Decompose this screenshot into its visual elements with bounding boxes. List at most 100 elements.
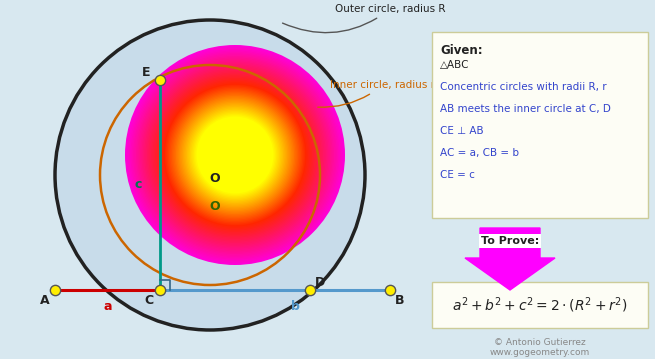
Text: CE = c: CE = c: [440, 170, 475, 180]
Text: B: B: [395, 294, 405, 307]
Circle shape: [138, 57, 333, 253]
FancyArrow shape: [465, 228, 555, 290]
Circle shape: [214, 134, 255, 176]
Text: E: E: [142, 66, 151, 79]
Text: C: C: [144, 294, 153, 307]
Circle shape: [172, 92, 298, 218]
Circle shape: [220, 140, 250, 170]
Circle shape: [234, 154, 236, 157]
Circle shape: [143, 63, 327, 247]
Circle shape: [188, 108, 282, 202]
Circle shape: [125, 45, 345, 265]
Circle shape: [141, 61, 329, 248]
Circle shape: [210, 130, 260, 180]
Circle shape: [196, 117, 274, 194]
Circle shape: [199, 119, 271, 191]
Text: Concentric circles with radii R, r: Concentric circles with radii R, r: [440, 82, 607, 92]
Circle shape: [150, 70, 320, 240]
Circle shape: [136, 56, 334, 254]
Circle shape: [145, 66, 324, 244]
Circle shape: [168, 88, 303, 222]
Circle shape: [217, 137, 253, 173]
Circle shape: [187, 107, 283, 203]
Circle shape: [193, 112, 278, 197]
Circle shape: [200, 121, 269, 190]
Circle shape: [126, 46, 344, 264]
Circle shape: [144, 64, 326, 246]
Circle shape: [151, 71, 319, 239]
Circle shape: [128, 48, 343, 262]
Circle shape: [229, 149, 240, 160]
Circle shape: [169, 89, 301, 221]
Text: AC = a, CB = b: AC = a, CB = b: [440, 148, 519, 158]
Text: O: O: [210, 200, 220, 214]
Bar: [432, 32, 648, 218]
Circle shape: [225, 145, 244, 165]
Circle shape: [130, 51, 339, 260]
Point: [155, 287, 165, 293]
Text: To Prove:: To Prove:: [481, 236, 539, 246]
Circle shape: [129, 49, 341, 261]
Circle shape: [153, 73, 318, 238]
Circle shape: [219, 139, 252, 172]
Circle shape: [184, 104, 286, 206]
Circle shape: [198, 118, 272, 192]
Circle shape: [233, 152, 238, 158]
Text: A: A: [40, 294, 50, 307]
Point: [305, 287, 315, 293]
Circle shape: [164, 84, 307, 227]
Text: $a^2+b^2+c^2=2\cdot\left(R^2+r^2\right)$: $a^2+b^2+c^2=2\cdot\left(R^2+r^2\right)$: [452, 295, 628, 315]
Circle shape: [55, 20, 365, 330]
Text: Outer circle, radius R: Outer circle, radius R: [282, 4, 445, 33]
Bar: [432, 282, 648, 328]
Circle shape: [223, 143, 248, 167]
Circle shape: [191, 111, 279, 199]
Circle shape: [183, 103, 288, 207]
Text: Inner circle, radius r: Inner circle, radius r: [318, 80, 435, 107]
Circle shape: [149, 68, 322, 242]
Circle shape: [221, 141, 249, 169]
Circle shape: [202, 122, 268, 188]
Circle shape: [206, 126, 264, 184]
Text: AB meets the inner circle at C, D: AB meets the inner circle at C, D: [440, 104, 611, 114]
Circle shape: [178, 97, 293, 213]
Circle shape: [170, 90, 299, 220]
Circle shape: [158, 78, 312, 232]
Circle shape: [165, 85, 305, 225]
Point: [155, 77, 165, 83]
Text: © Antonio Gutierrez
www.gogeometry.com: © Antonio Gutierrez www.gogeometry.com: [490, 338, 590, 358]
Circle shape: [173, 93, 297, 217]
Circle shape: [176, 96, 294, 214]
Circle shape: [195, 115, 275, 195]
Text: △ABC: △ABC: [440, 60, 470, 70]
Circle shape: [190, 109, 280, 200]
Text: c: c: [134, 178, 141, 191]
Circle shape: [140, 60, 330, 250]
Circle shape: [157, 76, 313, 233]
Circle shape: [160, 81, 309, 229]
Text: b: b: [291, 300, 299, 313]
Circle shape: [215, 136, 254, 174]
Circle shape: [159, 79, 310, 230]
Circle shape: [139, 59, 331, 251]
Circle shape: [212, 132, 258, 178]
Circle shape: [224, 144, 246, 166]
Circle shape: [135, 55, 335, 255]
Text: O: O: [210, 172, 220, 185]
Circle shape: [185, 106, 284, 205]
Circle shape: [147, 67, 323, 243]
Circle shape: [132, 52, 338, 258]
Text: D: D: [315, 276, 326, 289]
Circle shape: [208, 127, 263, 182]
Text: a: a: [103, 300, 112, 313]
Circle shape: [174, 94, 295, 215]
Text: Given:: Given:: [440, 44, 483, 57]
Circle shape: [194, 114, 276, 196]
Circle shape: [155, 75, 315, 235]
Circle shape: [166, 86, 304, 224]
Circle shape: [180, 100, 290, 210]
Circle shape: [162, 82, 308, 228]
Circle shape: [203, 123, 267, 187]
Circle shape: [205, 125, 265, 185]
Circle shape: [133, 53, 337, 257]
